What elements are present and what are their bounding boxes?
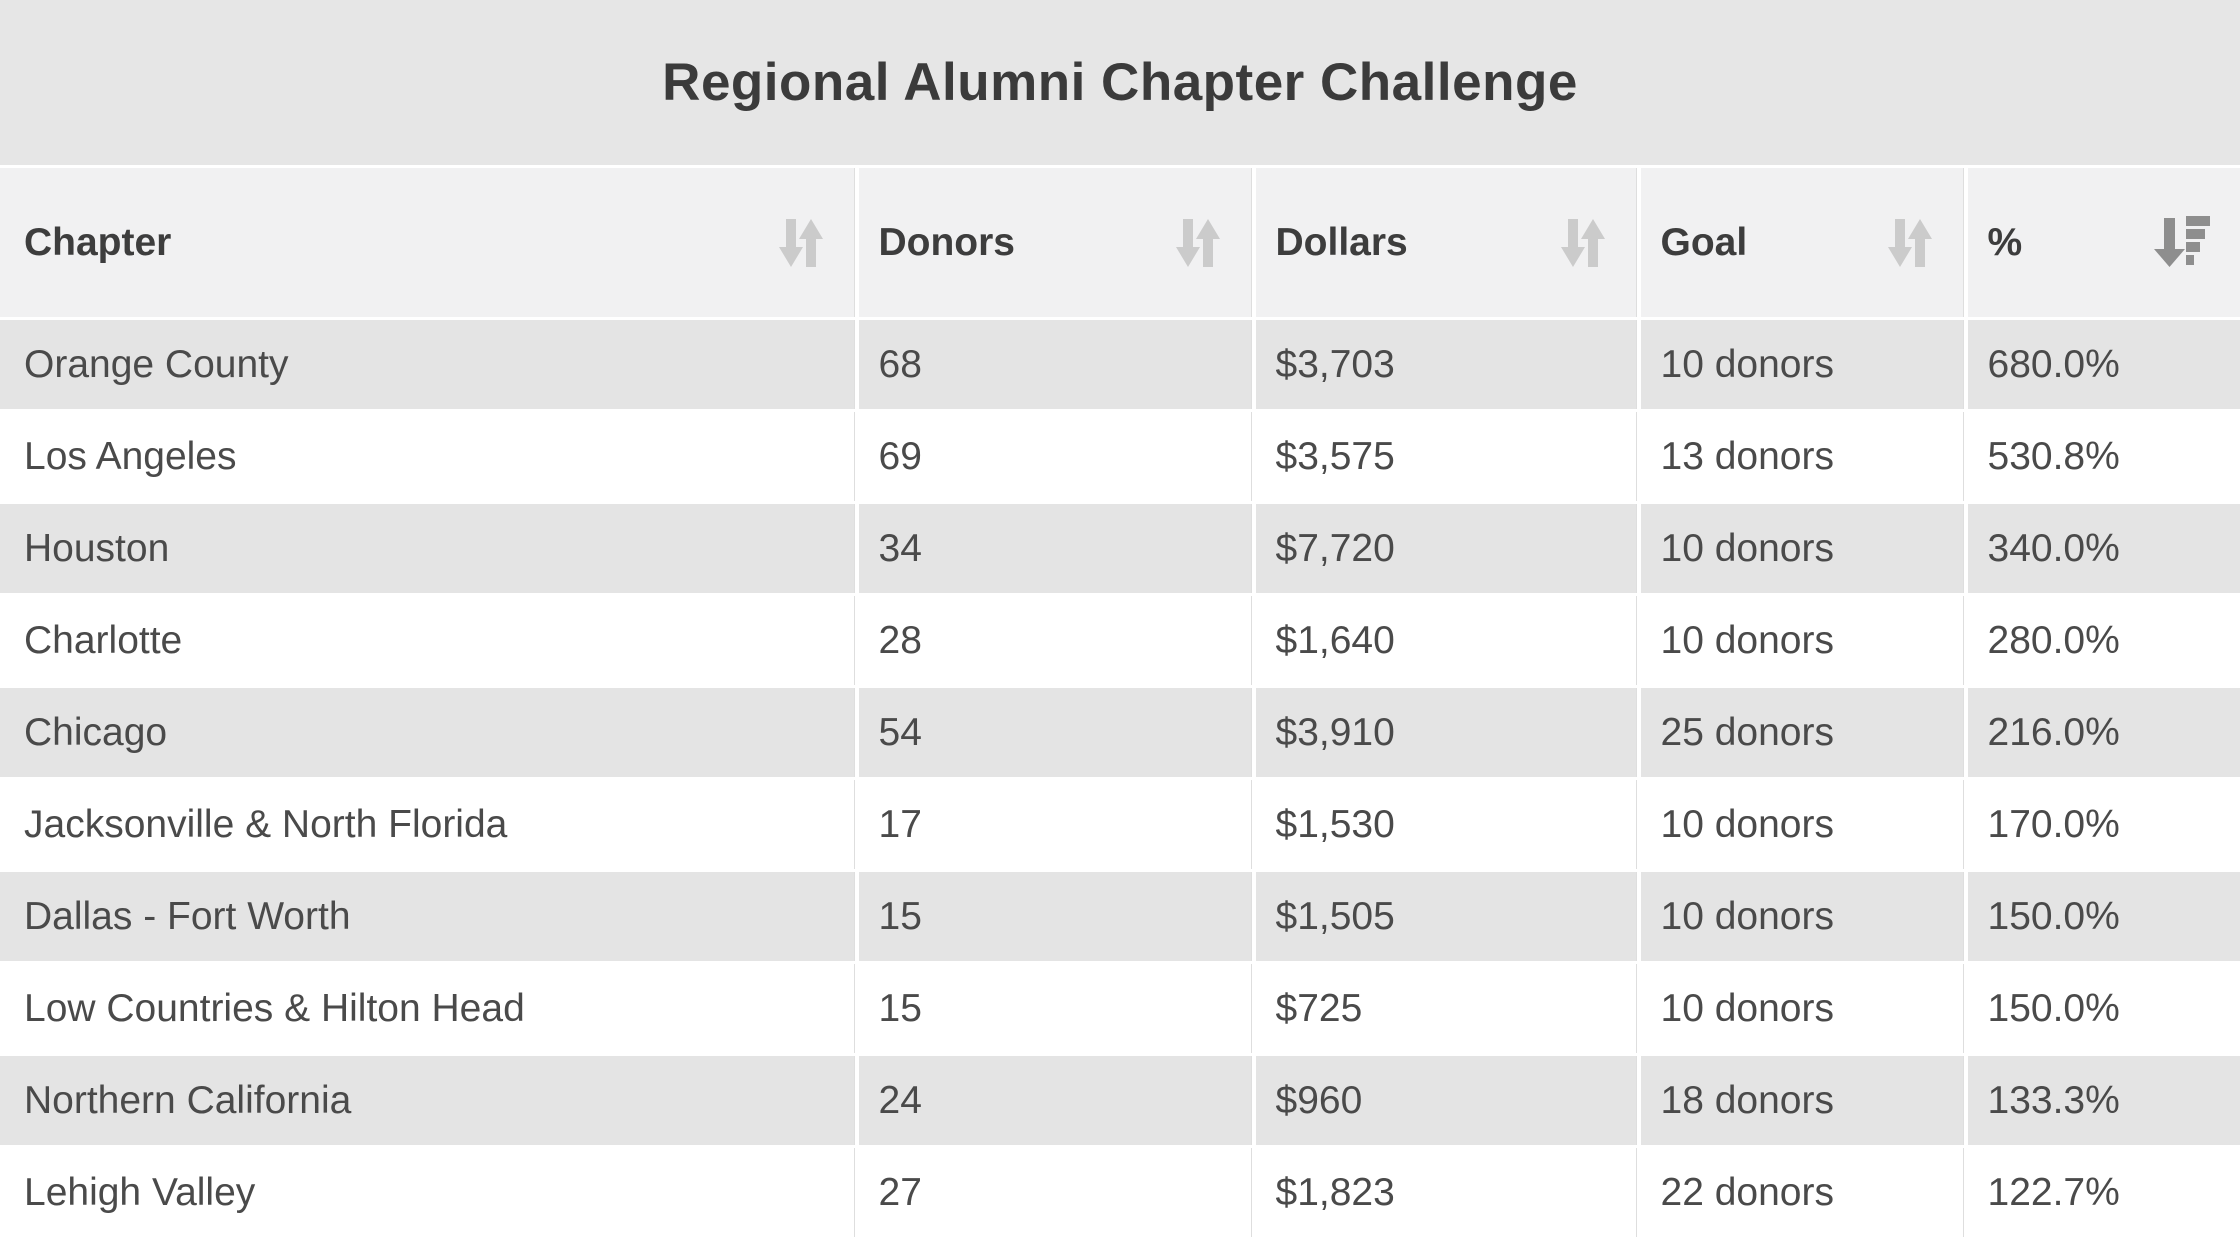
chapter-challenge-table: Chapter Donors	[0, 165, 2240, 1237]
column-header-goal[interactable]: Goal	[1636, 167, 1963, 319]
table-row: Low Countries & Hilton Head 15 $725 10 d…	[0, 963, 2240, 1055]
sort-toggle-icon[interactable]	[778, 217, 824, 269]
table-row: Jacksonville & North Florida 17 $1,530 1…	[0, 779, 2240, 871]
cell-percent: 340.0%	[1963, 503, 2240, 595]
column-header-dollars[interactable]: Dollars	[1251, 167, 1636, 319]
cell-percent: 133.3%	[1963, 1055, 2240, 1147]
column-label-dollars: Dollars	[1276, 221, 1408, 265]
cell-percent: 280.0%	[1963, 595, 2240, 687]
table-row: Lehigh Valley 27 $1,823 22 donors 122.7%	[0, 1147, 2240, 1237]
cell-chapter: Charlotte	[0, 595, 854, 687]
sort-toggle-icon[interactable]	[1887, 217, 1933, 269]
cell-goal: 22 donors	[1636, 1147, 1963, 1237]
cell-percent: 216.0%	[1963, 687, 2240, 779]
cell-goal: 25 donors	[1636, 687, 1963, 779]
cell-donors: 68	[854, 319, 1251, 411]
cell-dollars: $3,910	[1251, 687, 1636, 779]
column-header-chapter[interactable]: Chapter	[0, 167, 854, 319]
cell-percent: 530.8%	[1963, 411, 2240, 503]
cell-goal: 10 donors	[1636, 503, 1963, 595]
cell-donors: 69	[854, 411, 1251, 503]
cell-chapter: Orange County	[0, 319, 854, 411]
column-header-donors[interactable]: Donors	[854, 167, 1251, 319]
sort-desc-icon[interactable]	[2154, 216, 2210, 269]
cell-percent: 150.0%	[1963, 963, 2240, 1055]
cell-chapter: Lehigh Valley	[0, 1147, 854, 1237]
cell-dollars: $725	[1251, 963, 1636, 1055]
cell-dollars: $3,703	[1251, 319, 1636, 411]
cell-donors: 28	[854, 595, 1251, 687]
cell-percent: 170.0%	[1963, 779, 2240, 871]
table-row: Houston 34 $7,720 10 donors 340.0%	[0, 503, 2240, 595]
cell-percent: 680.0%	[1963, 319, 2240, 411]
column-header-percent[interactable]: %	[1963, 167, 2240, 319]
cell-goal: 18 donors	[1636, 1055, 1963, 1147]
title-bar: Regional Alumni Chapter Challenge	[0, 0, 2240, 165]
column-label-goal: Goal	[1661, 221, 1748, 265]
cell-chapter: Northern California	[0, 1055, 854, 1147]
cell-goal: 10 donors	[1636, 319, 1963, 411]
cell-donors: 15	[854, 871, 1251, 963]
cell-goal: 10 donors	[1636, 963, 1963, 1055]
cell-chapter: Low Countries & Hilton Head	[0, 963, 854, 1055]
cell-dollars: $7,720	[1251, 503, 1636, 595]
table-row: Orange County 68 $3,703 10 donors 680.0%	[0, 319, 2240, 411]
cell-dollars: $960	[1251, 1055, 1636, 1147]
table-row: Chicago 54 $3,910 25 donors 216.0%	[0, 687, 2240, 779]
cell-goal: 10 donors	[1636, 779, 1963, 871]
table-row: Northern California 24 $960 18 donors 13…	[0, 1055, 2240, 1147]
cell-goal: 10 donors	[1636, 595, 1963, 687]
table-body: Orange County 68 $3,703 10 donors 680.0%…	[0, 319, 2240, 1237]
column-label-chapter: Chapter	[24, 221, 171, 265]
table-row: Dallas - Fort Worth 15 $1,505 10 donors …	[0, 871, 2240, 963]
cell-chapter: Jacksonville & North Florida	[0, 779, 854, 871]
cell-dollars: $1,823	[1251, 1147, 1636, 1237]
cell-chapter: Los Angeles	[0, 411, 854, 503]
cell-goal: 13 donors	[1636, 411, 1963, 503]
cell-chapter: Houston	[0, 503, 854, 595]
table-header-row: Chapter Donors	[0, 167, 2240, 319]
cell-goal: 10 donors	[1636, 871, 1963, 963]
cell-percent: 150.0%	[1963, 871, 2240, 963]
cell-donors: 34	[854, 503, 1251, 595]
cell-chapter: Chicago	[0, 687, 854, 779]
table-row: Los Angeles 69 $3,575 13 donors 530.8%	[0, 411, 2240, 503]
cell-percent: 122.7%	[1963, 1147, 2240, 1237]
cell-donors: 24	[854, 1055, 1251, 1147]
sort-toggle-icon[interactable]	[1560, 217, 1606, 269]
column-label-percent: %	[1988, 221, 2023, 265]
sort-toggle-icon[interactable]	[1175, 217, 1221, 269]
cell-donors: 15	[854, 963, 1251, 1055]
table-row: Charlotte 28 $1,640 10 donors 280.0%	[0, 595, 2240, 687]
cell-dollars: $1,530	[1251, 779, 1636, 871]
cell-dollars: $1,505	[1251, 871, 1636, 963]
page-title: Regional Alumni Chapter Challenge	[662, 52, 1578, 113]
column-label-donors: Donors	[879, 221, 1016, 265]
cell-donors: 17	[854, 779, 1251, 871]
cell-chapter: Dallas - Fort Worth	[0, 871, 854, 963]
cell-dollars: $3,575	[1251, 411, 1636, 503]
cell-donors: 54	[854, 687, 1251, 779]
cell-dollars: $1,640	[1251, 595, 1636, 687]
cell-donors: 27	[854, 1147, 1251, 1237]
